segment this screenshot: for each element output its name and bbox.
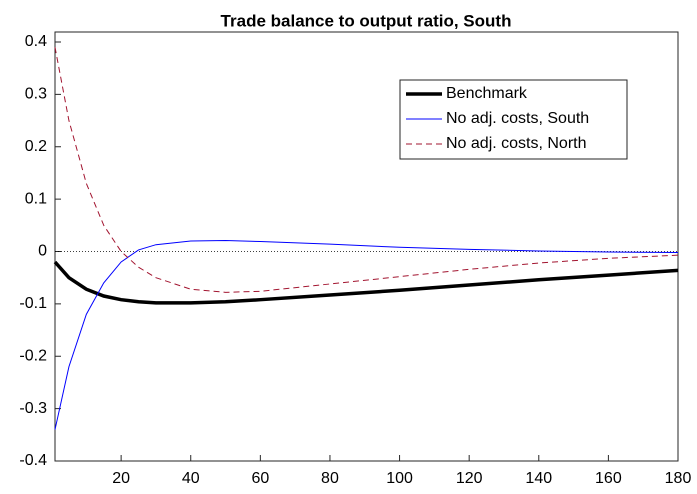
- line-series: [54, 240, 679, 430]
- y-tick-label: 0.2: [25, 138, 47, 155]
- legend-label: No adj. costs, North: [446, 135, 587, 152]
- y-tick-label: 0.1: [25, 190, 47, 207]
- x-tick-label: 20: [112, 470, 130, 487]
- x-tick-label: 180: [665, 470, 692, 487]
- chart-title: Trade balance to output ratio, South: [221, 11, 512, 30]
- legend-label: Benchmark: [446, 85, 528, 102]
- x-tick-label: 80: [321, 470, 339, 487]
- x-tick-label: 100: [386, 470, 413, 487]
- y-tick-label: -0.4: [19, 452, 47, 469]
- x-tick-label: 60: [251, 470, 269, 487]
- y-tick-label: -0.3: [19, 400, 47, 417]
- y-tick-label: 0: [38, 243, 47, 260]
- y-tick-label: -0.2: [19, 347, 47, 364]
- y-tick-label: -0.1: [19, 295, 47, 312]
- y-tick-label: 0.4: [25, 33, 47, 50]
- x-tick-label: 160: [595, 470, 622, 487]
- x-tick-label: 40: [182, 470, 200, 487]
- legend-label: No adj. costs, South: [446, 110, 589, 127]
- line-series: [53, 260, 679, 305]
- x-tick-label: 140: [525, 470, 552, 487]
- x-tick-label: 120: [456, 470, 483, 487]
- plot-area: [54, 31, 679, 462]
- line-series: [54, 47, 679, 293]
- y-tick-label: 0.3: [25, 86, 47, 103]
